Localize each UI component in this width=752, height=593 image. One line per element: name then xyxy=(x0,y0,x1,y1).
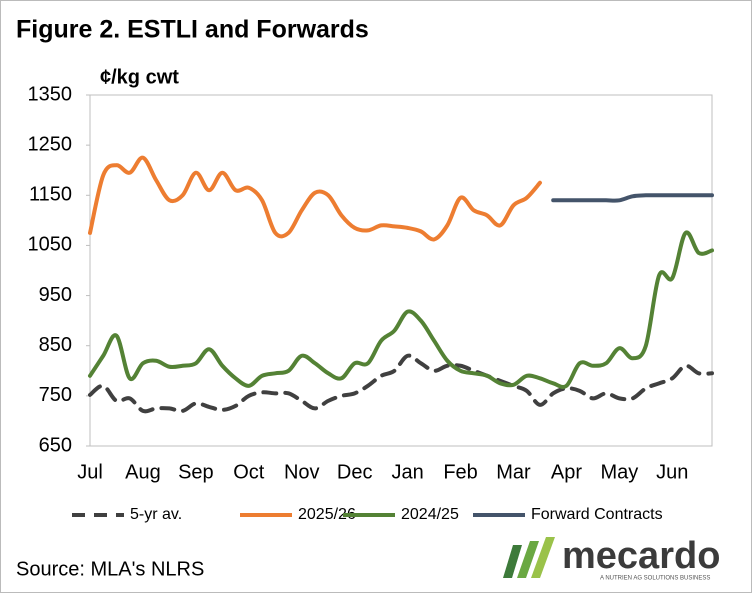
x-tick-label: Jul xyxy=(77,461,103,483)
logo-text: mecardo xyxy=(562,535,720,577)
series-line xyxy=(88,230,714,390)
y-tick-label: 1150 xyxy=(29,184,72,206)
chart-title: Figure 2. ESTLI and Forwards xyxy=(16,16,369,44)
legend-label: 5-yr av. xyxy=(130,506,182,523)
logo-mark xyxy=(531,537,555,578)
x-tick-label: Dec xyxy=(337,461,373,483)
x-tick-label: Mar xyxy=(496,461,531,483)
series-line xyxy=(88,353,714,414)
logo-mark xyxy=(503,545,522,578)
y-tick-label: 750 xyxy=(39,384,72,406)
y-axis-label: ¢/kg cwt xyxy=(100,66,179,88)
y-tick-label: 850 xyxy=(39,334,72,356)
x-tick-label: Aug xyxy=(125,461,161,483)
x-tick-label: Feb xyxy=(443,461,477,483)
y-tick-label: 1250 xyxy=(28,133,73,155)
legend-label: 2025/26 xyxy=(298,506,356,523)
y-tick-label: 1350 xyxy=(28,83,73,105)
series-line xyxy=(551,193,714,203)
legend-label: 2024/25 xyxy=(401,506,459,523)
x-tick-label: Apr xyxy=(551,461,582,483)
logo-mark xyxy=(517,541,539,578)
x-tick-label: Nov xyxy=(284,461,320,483)
series-line xyxy=(88,155,542,242)
y-tick-label: 650 xyxy=(39,434,72,456)
x-tick-label: Sep xyxy=(178,461,214,483)
x-tick-label: Oct xyxy=(233,461,265,483)
legend-label: Forward Contracts xyxy=(531,506,663,523)
y-tick-label: 1050 xyxy=(28,234,73,256)
source: Source: MLA's NLRS xyxy=(16,558,204,580)
x-tick-label: Jun xyxy=(656,461,688,483)
plot-area xyxy=(89,94,713,447)
x-tick-label: May xyxy=(600,461,638,483)
logo-tagline: A NUTRIEN AG SOLUTIONS BUSINESS xyxy=(600,576,710,582)
y-tick-label: 950 xyxy=(39,284,72,306)
logo: mecardo A NUTRIEN AG SOLUTIONS BUSINESS xyxy=(503,535,720,582)
x-tick-label: Jan xyxy=(391,461,423,483)
